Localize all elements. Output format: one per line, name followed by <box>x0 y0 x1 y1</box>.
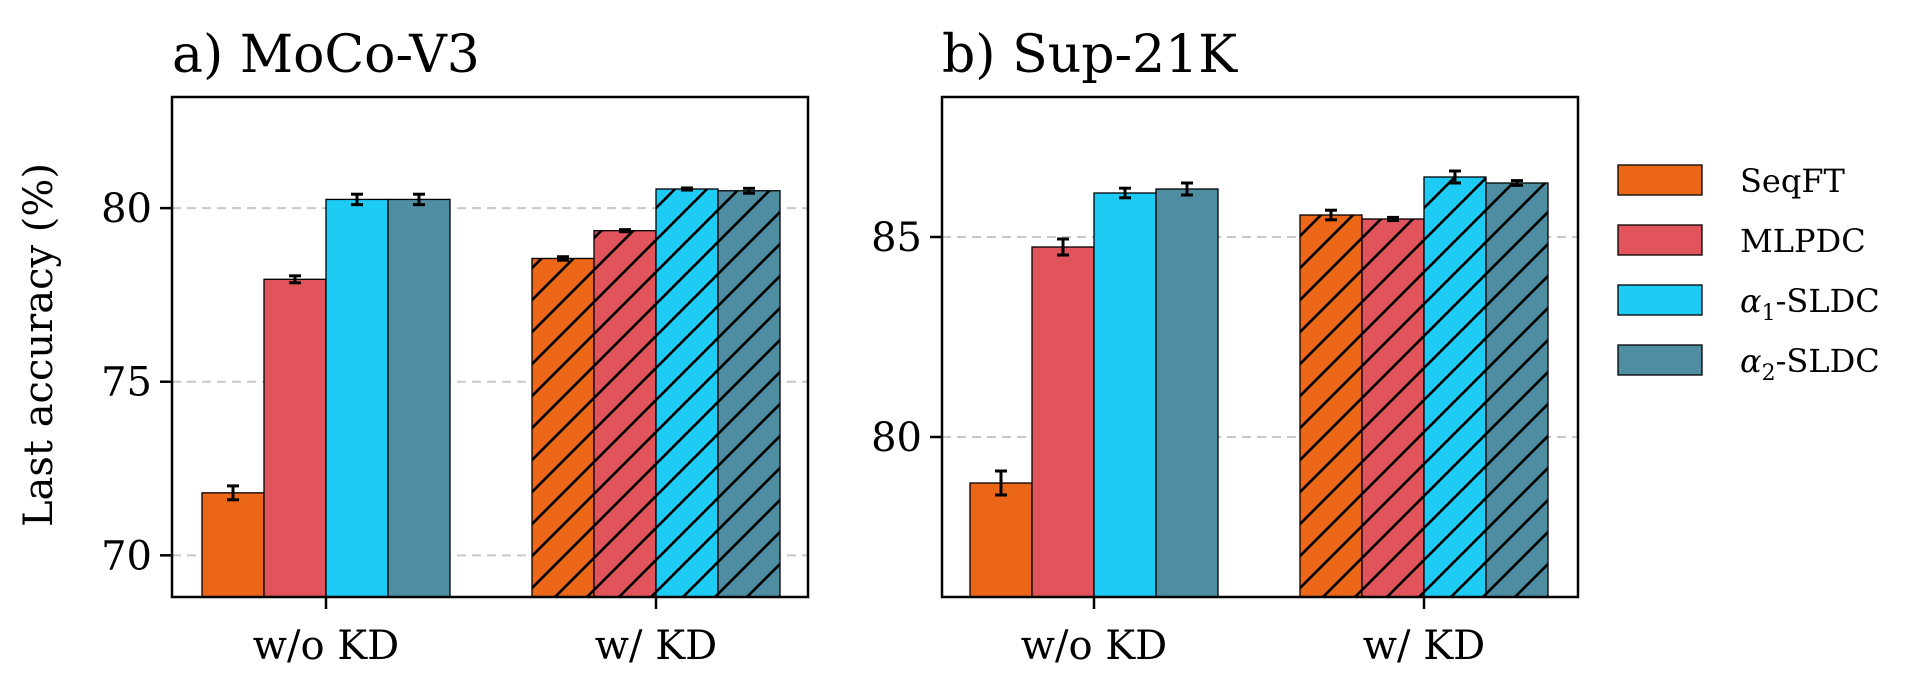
x-tick-label-w-kd: w/ KD <box>595 623 717 669</box>
error-bar-2-sldc-w-o-kd <box>413 192 425 207</box>
y-tick-label: 80 <box>871 415 922 461</box>
panel-sup-21k: w/o KD w/ KD 80 85 b) Sup-21K <box>871 25 1580 669</box>
bar-seqft-w-o-kd <box>969 482 1033 598</box>
legend-swatch <box>1617 224 1703 256</box>
error-bar-seqft-w-kd <box>1325 208 1337 222</box>
legend-label: SeqFT <box>1740 162 1846 200</box>
legend-swatch <box>1617 344 1703 376</box>
bar-1-sldc-w-o-kd <box>1093 192 1157 598</box>
x-tick-label-w-o-kd: w/o KD <box>253 623 399 669</box>
bar-2-sldc-w-o-kd <box>387 198 451 598</box>
error-bar-1-sldc-w-kd <box>681 186 693 192</box>
y-axis-title: Last accuracy (%) <box>16 163 62 527</box>
legend-item-2-sldc: α2-SLDC <box>1617 342 1880 386</box>
bar-hatch <box>718 190 780 597</box>
bar-hatch <box>1424 177 1486 597</box>
panel-title: b) Sup-21K <box>942 25 1238 85</box>
legend-swatch <box>1617 164 1703 196</box>
y-tick-label: 70 <box>101 533 152 579</box>
legend-item-seqft: SeqFT <box>1617 162 1846 200</box>
plot-frame <box>940 95 1580 599</box>
bar-mlpdc-w-o-kd <box>1031 246 1095 598</box>
error-bar-seqft-w-o-kd <box>995 469 1007 497</box>
bar-hatch <box>1362 219 1424 597</box>
legend-label: α1-SLDC <box>1740 282 1880 326</box>
bar-hatch <box>656 189 718 597</box>
bar-hatch <box>1486 183 1548 597</box>
legend-item-mlpdc: MLPDC <box>1617 222 1866 260</box>
y-tick-label: 80 <box>101 186 152 232</box>
error-bar-mlpdc-w-o-kd <box>1057 237 1069 257</box>
error-bar-2-sldc-w-kd <box>743 186 755 195</box>
legend: SeqFT MLPDC α1-SLDC α2-SLDC <box>1617 162 1880 386</box>
legend-item-1-sldc: α1-SLDC <box>1617 282 1880 326</box>
bar-seqft-w-o-kd <box>201 492 265 598</box>
error-bar-1-sldc-w-o-kd <box>1119 186 1131 200</box>
error-bar-mlpdc-w-o-kd <box>289 274 301 285</box>
error-bar-1-sldc-w-o-kd <box>351 192 363 207</box>
error-bar-2-sldc-w-kd <box>1511 179 1523 187</box>
y-tick-label: 75 <box>101 360 152 406</box>
error-bar-seqft-w-o-kd <box>227 484 239 502</box>
bar-1-sldc-w-o-kd <box>325 198 389 598</box>
legend-label: α2-SLDC <box>1740 342 1880 386</box>
bar-hatch <box>532 258 594 597</box>
bar-2-sldc-w-o-kd <box>1155 188 1219 598</box>
error-bar-seqft-w-kd <box>557 255 569 262</box>
plot-frame <box>170 95 810 599</box>
panel-moco-v3: w/o KD w/ KD 70 75 80 a) MoCo-V3 <box>101 25 810 669</box>
error-bar-mlpdc-w-kd <box>619 228 631 234</box>
bar-hatch <box>594 230 656 598</box>
y-tick-label: 85 <box>871 215 922 261</box>
panel-title: a) MoCo-V3 <box>172 25 480 85</box>
x-tick-label-w-kd: w/ KD <box>1363 623 1485 669</box>
legend-swatch <box>1617 284 1703 316</box>
bar-hatch <box>1300 215 1362 597</box>
error-bar-1-sldc-w-kd <box>1449 169 1461 185</box>
legend-label: MLPDC <box>1740 222 1866 260</box>
x-tick-label-w-o-kd: w/o KD <box>1021 623 1167 669</box>
error-bar-2-sldc-w-o-kd <box>1181 181 1193 197</box>
error-bar-mlpdc-w-kd <box>1387 215 1399 223</box>
bar-mlpdc-w-o-kd <box>263 278 327 598</box>
